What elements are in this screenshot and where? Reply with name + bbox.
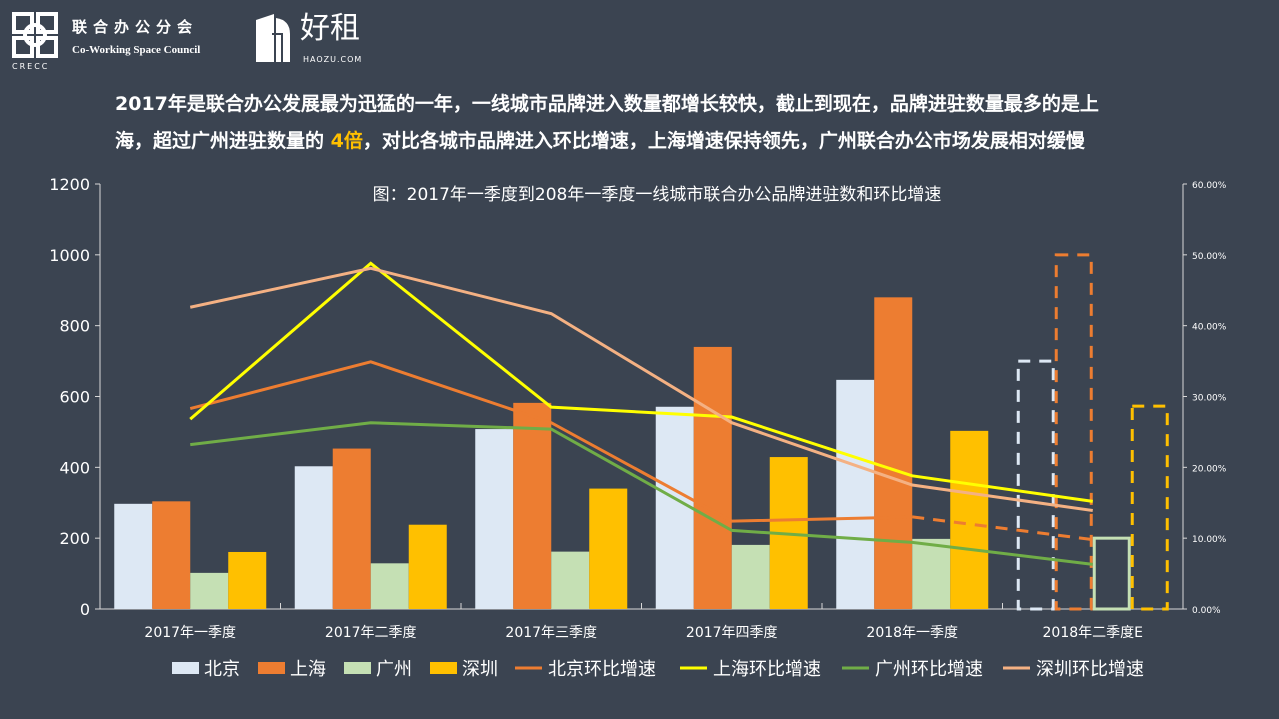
y-right-tick-label: 10.00% [1192, 535, 1227, 545]
haozu-logo-icon [256, 14, 290, 62]
legend-label: 深圳环比增速 [1036, 659, 1144, 680]
headline-text: 海，超过广州进驻数量的 [115, 130, 331, 152]
logo-haozu-url: HAOZU.COM [303, 55, 363, 64]
bar-estimated [1092, 536, 1131, 611]
bar [836, 379, 875, 609]
logo-council-name: 联合办公分会 [72, 18, 199, 36]
x-tick-label: 2018年一季度 [866, 625, 958, 641]
logo-council-english: Co-Working Space Council [72, 44, 201, 56]
y-right-tick-label: 40.00% [1192, 323, 1227, 333]
bar [294, 466, 333, 609]
x-tick-label: 2017年三季度 [505, 625, 597, 641]
x-tick-label: 2017年二季度 [325, 625, 417, 641]
legend-label: 北京 [204, 659, 240, 680]
bar [513, 402, 552, 609]
bar [589, 488, 628, 609]
x-tick-label: 2018年二季度E [1043, 625, 1143, 641]
bar [190, 572, 229, 609]
bar [228, 551, 267, 609]
crecc-logo-icon [12, 12, 58, 58]
y-right-tick-label: 30.00% [1192, 394, 1227, 404]
y-left-tick-label: 600 [59, 388, 90, 407]
y-right-tick-label: 50.00% [1192, 252, 1227, 262]
legend-swatch [258, 662, 285, 674]
y-left-tick-label: 1000 [49, 246, 90, 265]
legend-swatch [344, 662, 371, 674]
y-left-tick-label: 400 [59, 458, 90, 477]
y-right-tick-label: 60.00% [1192, 181, 1227, 191]
y-right-tick-label: 0.00% [1192, 606, 1221, 616]
bar [655, 406, 694, 609]
y-right-tick-label: 20.00% [1192, 464, 1227, 474]
x-tick-label: 2017年四季度 [686, 625, 778, 641]
bar [408, 524, 447, 609]
bar-estimated [1016, 359, 1055, 611]
bar-estimated [1054, 253, 1093, 611]
bar [693, 346, 732, 609]
x-tick-label: 2017年一季度 [144, 625, 236, 641]
line-series [190, 421, 1093, 566]
logo-haozu-name: 好租 [300, 11, 360, 46]
line-series [189, 266, 1093, 513]
bar [332, 448, 371, 609]
headline-line-1: 2017年是联合办公发展最为迅猛的一年，一线城市品牌进入数量都增长较快，截止到现… [115, 93, 1099, 115]
bar [731, 544, 770, 609]
bar [950, 430, 989, 609]
legend-swatch [430, 662, 457, 674]
legend-label: 广州 [376, 659, 412, 680]
legend-label: 上海环比增速 [713, 659, 821, 680]
y-left-tick-label: 0 [80, 600, 90, 619]
legend-label: 广州环比增速 [875, 659, 983, 680]
bar [370, 563, 409, 609]
y-left-tick-label: 800 [59, 317, 90, 336]
line-series [189, 261, 1093, 503]
line-series [189, 360, 913, 523]
y-left-tick-label: 1200 [49, 175, 90, 194]
bar [114, 503, 153, 609]
bar [874, 297, 913, 609]
legend-swatch [172, 662, 199, 674]
logo-crecc-text: CRECC [12, 62, 50, 71]
headline-line-2: 海，超过广州进驻数量的 4倍，对比各城市品牌进入环比增速，上海增速保持领先，广州… [115, 129, 1085, 153]
headline-text: ，对比各城市品牌进入环比增速，上海增速保持领先，广州联合办公市场发展相对缓慢 [362, 130, 1085, 152]
bar [912, 538, 951, 609]
bar [551, 551, 590, 609]
chart-title: 图：2017年一季度到208年一季度一线城市联合办公品牌进驻数和环比增速 [373, 185, 942, 205]
headline-highlight: 4倍 [330, 130, 363, 152]
bar-estimated [1130, 404, 1169, 611]
legend-label: 北京环比增速 [548, 659, 656, 680]
line-series-estimated [912, 515, 1093, 542]
bar [152, 501, 191, 609]
legend-label: 上海 [290, 659, 326, 680]
y-left-tick-label: 200 [59, 529, 90, 548]
bar [475, 429, 514, 609]
legend-label: 深圳 [462, 659, 498, 680]
